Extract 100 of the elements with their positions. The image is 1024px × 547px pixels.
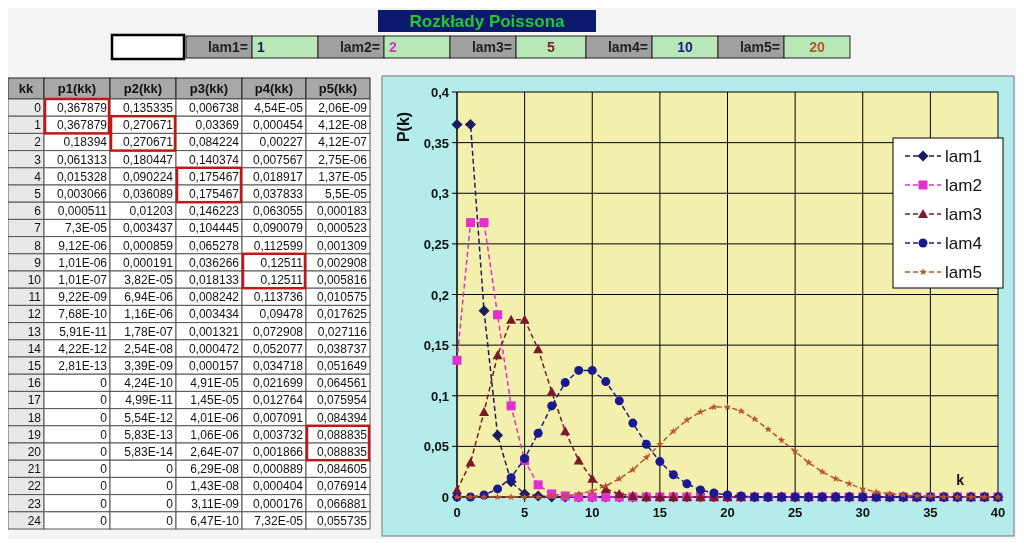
text: p4(kk) [254, 81, 294, 96]
text: lam4= [607, 39, 648, 55]
text: 0 [166, 479, 174, 494]
text: 2 [34, 135, 42, 150]
text: 0 [166, 462, 174, 477]
text: 0,175467 [188, 187, 240, 201]
chart-title: Rozkłady Poissona [409, 12, 566, 31]
text: 4,12E-08 [318, 118, 368, 133]
text: 0,037833 [252, 187, 304, 201]
text: 1,01E-06 [58, 255, 108, 270]
text: 0,01203 [129, 204, 174, 219]
text: 0,036089 [122, 187, 174, 201]
text: 0,034718 [252, 359, 304, 373]
text: 0,076914 [316, 479, 368, 494]
y-tick-label: 0,35 [423, 135, 449, 151]
text: 0,061313 [56, 152, 108, 167]
text: 0,18394 [63, 135, 108, 150]
text: 0,000454 [252, 118, 304, 133]
text: 6 [34, 204, 42, 219]
text: 4,91E-05 [190, 376, 240, 391]
text: p5(kk) [318, 81, 358, 96]
y-tick-label: 0,1 [430, 388, 449, 404]
text: 0,010575 [316, 290, 368, 305]
text: lam2= [339, 39, 380, 55]
x-tick-label: 5 [521, 505, 529, 520]
text: 0,005816 [316, 273, 368, 287]
text: kk [18, 81, 34, 96]
text: 0,084224 [188, 135, 240, 150]
text: 13 [27, 324, 42, 339]
text: 0,018917 [252, 169, 304, 184]
text: 0,038737 [316, 341, 368, 356]
text: 0,12511 [260, 255, 304, 270]
text: 0,065278 [188, 238, 240, 253]
text: 0,063055 [252, 204, 304, 219]
text: 5 [547, 39, 556, 55]
text: 5,54E-12 [124, 410, 174, 425]
legend-label: lam1 [945, 147, 982, 166]
text: 10 [27, 273, 42, 287]
text: 0,135335 [122, 101, 174, 115]
text: 0,003434 [188, 307, 240, 322]
text: lam3= [471, 39, 512, 55]
text: 0,175467 [188, 169, 240, 184]
text: 0,090224 [122, 169, 174, 184]
text: 7,68E-10 [58, 307, 108, 322]
text: 0,001866 [252, 445, 304, 459]
text: 7,3E-05 [64, 221, 108, 236]
text: 4,24E-10 [124, 376, 174, 391]
legend-label: lam5 [945, 263, 982, 282]
text: 0,027116 [317, 324, 368, 339]
text: 0,006738 [188, 101, 240, 115]
x-tick-label: 10 [585, 505, 600, 520]
text: 0,015328 [56, 169, 108, 184]
text: 4,99E-11 [125, 393, 174, 408]
text: 16 [27, 376, 42, 391]
text: 0,003066 [56, 187, 108, 201]
text: 0,012764 [252, 393, 304, 408]
y-tick-label: 0,15 [423, 338, 449, 354]
text: 1 [34, 118, 42, 133]
x-tick-label: 35 [923, 505, 938, 520]
text: 0,000157 [188, 359, 240, 373]
x-tick-label: 20 [720, 505, 735, 520]
legend-label: lam4 [945, 234, 982, 253]
text: 0,270671 [122, 135, 174, 150]
x-tick-label: 40 [990, 505, 1006, 520]
text: 0,09478 [259, 307, 304, 322]
text: 0,367879 [56, 118, 108, 133]
y-tick-label: 0,3 [430, 186, 449, 202]
text: 0,12511 [260, 273, 304, 287]
x-tick-label: 0 [453, 505, 461, 520]
text: 0,088835 [316, 445, 368, 459]
text: 0,055735 [316, 513, 368, 528]
text: 0,140374 [188, 152, 240, 167]
x-tick-label: 15 [652, 505, 668, 520]
text: 0,000889 [252, 462, 304, 477]
text: 5,83E-14 [124, 445, 174, 459]
text: 0,001309 [316, 238, 368, 253]
text: 0,000191 [122, 255, 174, 270]
text: 0,066881 [316, 496, 368, 511]
text: 0 [100, 376, 108, 391]
text: 23 [27, 496, 42, 511]
x-tick-label: 25 [787, 505, 803, 520]
text: 8 [34, 238, 42, 253]
text: 4,12E-07 [318, 135, 368, 150]
text: 0,021699 [252, 376, 304, 391]
text: 0,000523 [316, 221, 368, 236]
text: 0 [100, 479, 108, 494]
text: 0,000472 [188, 341, 240, 356]
text: 9 [34, 255, 42, 270]
text: lam5= [739, 39, 780, 55]
text: 11 [28, 290, 42, 305]
text: 22 [27, 479, 42, 494]
y-tick-label: 0,05 [423, 439, 449, 455]
text: 21 [27, 462, 42, 477]
text: 3,11E-09 [191, 496, 240, 511]
text: 0,00227 [259, 135, 304, 150]
text: 14 [27, 341, 42, 356]
text: 5 [34, 187, 42, 201]
text: 5,5E-05 [324, 187, 368, 201]
text: 3 [34, 152, 42, 167]
text: 0,000183 [316, 204, 368, 219]
